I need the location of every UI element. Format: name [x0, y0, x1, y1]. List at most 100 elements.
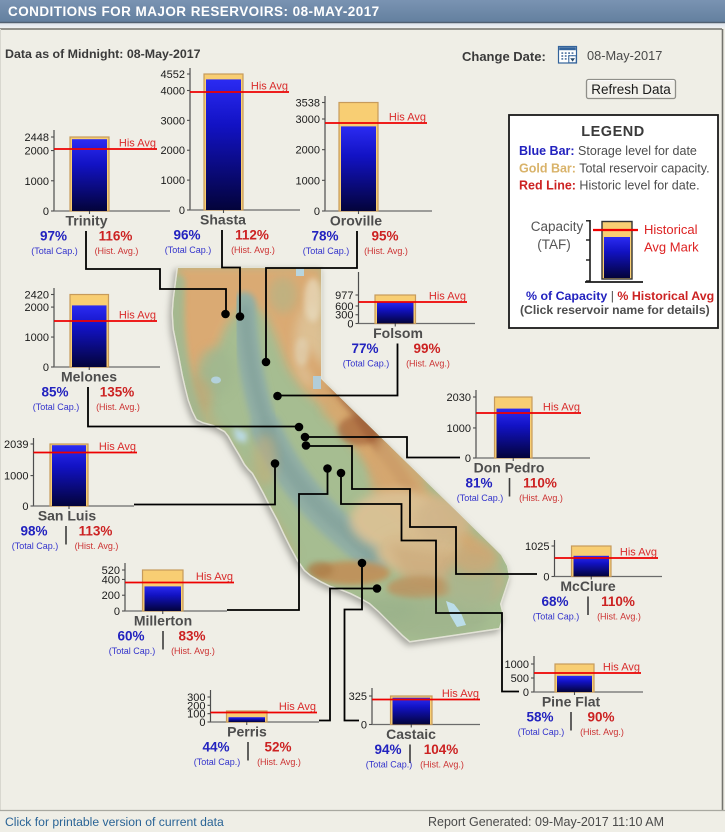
svg-text:(Total Cap.): (Total Cap.)	[194, 757, 241, 767]
svg-text:(Total Cap.): (Total Cap.)	[109, 646, 156, 656]
svg-text:Click for printable version of: Click for printable version of current d…	[5, 815, 224, 829]
svg-text:Trinity: Trinity	[65, 213, 107, 229]
svg-text:85%: 85%	[41, 385, 68, 400]
svg-text:Folsom: Folsom	[373, 325, 423, 341]
svg-text:Refresh Data: Refresh Data	[591, 82, 671, 97]
svg-text:0: 0	[347, 319, 353, 331]
svg-text:113%: 113%	[79, 524, 113, 539]
svg-text:(TAF): (TAF)	[537, 237, 571, 252]
svg-text:2448: 2448	[25, 132, 49, 144]
svg-text:0: 0	[43, 362, 49, 374]
svg-text:0: 0	[199, 717, 205, 729]
svg-text:(Hist. Avg.): (Hist. Avg.)	[96, 402, 140, 412]
svg-text:(Total Cap.): (Total Cap.)	[31, 246, 78, 256]
svg-text:(Total Cap.): (Total Cap.)	[33, 402, 80, 412]
svg-text:Shasta: Shasta	[200, 212, 246, 228]
svg-text:His Avg: His Avg	[196, 571, 233, 583]
svg-text:His Avg: His Avg	[251, 81, 288, 93]
svg-text:300: 300	[187, 692, 205, 704]
svg-text:(Hist. Avg.): (Hist. Avg.)	[257, 757, 301, 767]
svg-text:0: 0	[543, 572, 549, 584]
svg-text:1000: 1000	[25, 332, 49, 344]
svg-text:90%: 90%	[587, 710, 614, 725]
svg-text:97%: 97%	[40, 229, 67, 244]
svg-text:0: 0	[22, 501, 28, 513]
svg-text:3000: 3000	[161, 115, 185, 127]
svg-text:325: 325	[349, 691, 367, 703]
svg-text:Millerton: Millerton	[134, 613, 192, 629]
svg-text:135%: 135%	[100, 385, 135, 400]
svg-text:(Hist. Avg.): (Hist. Avg.)	[171, 646, 215, 656]
svg-text:McClure: McClure	[560, 578, 615, 594]
svg-text:2000: 2000	[25, 302, 49, 314]
svg-text:(Total Cap.): (Total Cap.)	[518, 727, 565, 737]
svg-text:200: 200	[187, 700, 205, 712]
svg-text:60%: 60%	[117, 629, 144, 644]
svg-text:0: 0	[43, 206, 49, 218]
svg-text:Historical: Historical	[644, 222, 698, 237]
svg-text:(Total Cap.): (Total Cap.)	[366, 760, 413, 770]
svg-text:(Hist. Avg.): (Hist. Avg.)	[364, 246, 408, 256]
svg-text:1000: 1000	[161, 175, 185, 187]
svg-text:77%: 77%	[351, 341, 378, 356]
svg-text:0: 0	[523, 687, 529, 699]
svg-text:98%: 98%	[20, 524, 47, 539]
svg-text:Change Date:: Change Date:	[462, 49, 546, 64]
svg-text:44%: 44%	[202, 740, 229, 755]
svg-text:99%: 99%	[413, 341, 440, 356]
svg-text:Gold Bar: Total reservoir capa: Gold Bar: Total reservoir capacity.	[519, 162, 710, 176]
svg-text:200: 200	[102, 590, 120, 602]
svg-text:(Total Cap.): (Total Cap.)	[12, 541, 59, 551]
svg-text:Pine Flat: Pine Flat	[542, 694, 601, 710]
svg-text:08-May-2017: 08-May-2017	[587, 48, 662, 63]
svg-text:(Total Cap.): (Total Cap.)	[533, 612, 580, 622]
svg-text:% of Capacity | % Historical A: % of Capacity | % Historical Avg	[526, 289, 714, 303]
svg-text:(Hist. Avg.): (Hist. Avg.)	[580, 727, 624, 737]
svg-text:0: 0	[179, 205, 185, 217]
svg-text:600: 600	[335, 301, 353, 313]
svg-text:81%: 81%	[465, 476, 492, 491]
svg-text:Perris: Perris	[227, 724, 267, 740]
svg-text:1000: 1000	[4, 471, 28, 483]
svg-text:96%: 96%	[173, 228, 200, 243]
svg-text:3000: 3000	[296, 114, 320, 126]
svg-text:104%: 104%	[424, 742, 459, 757]
svg-text:110%: 110%	[523, 476, 557, 491]
svg-text:0: 0	[361, 720, 367, 732]
svg-text:3538: 3538	[296, 98, 320, 110]
svg-text:Red Line: Historic level for d: Red Line: Historic level for date.	[519, 179, 700, 193]
svg-text:(Hist. Avg.): (Hist. Avg.)	[519, 493, 563, 503]
svg-text:52%: 52%	[264, 740, 291, 755]
svg-text:Capacity: Capacity	[531, 219, 584, 234]
svg-text:94%: 94%	[374, 742, 401, 757]
svg-text:(Hist. Avg.): (Hist. Avg.)	[406, 359, 450, 369]
svg-text:2000: 2000	[161, 145, 185, 157]
svg-text:2039: 2039	[4, 439, 28, 451]
svg-text:4000: 4000	[161, 85, 185, 97]
svg-text:(Hist. Avg.): (Hist. Avg.)	[95, 246, 139, 256]
svg-text:(Total Cap.): (Total Cap.)	[165, 245, 212, 255]
svg-text:68%: 68%	[541, 594, 568, 609]
svg-text:His Avg: His Avg	[620, 547, 657, 559]
svg-text:Report Generated: 09-May-2017: Report Generated: 09-May-2017 11:10 AM	[428, 815, 664, 829]
svg-text:(Total Cap.): (Total Cap.)	[303, 246, 350, 256]
svg-text:CONDITIONS FOR MAJOR RESERVOIR: CONDITIONS FOR MAJOR RESERVOIRS: 08-MAY-…	[8, 4, 380, 19]
svg-text:His Avg: His Avg	[119, 138, 156, 150]
svg-text:2000: 2000	[296, 145, 320, 157]
svg-text:His Avg: His Avg	[389, 112, 426, 124]
svg-text:95%: 95%	[371, 229, 398, 244]
svg-text:LEGEND: LEGEND	[581, 124, 644, 140]
svg-text:Oroville: Oroville	[330, 213, 382, 229]
svg-text:His Avg: His Avg	[119, 310, 156, 322]
svg-text:His Avg: His Avg	[603, 662, 640, 674]
svg-text:(Hist. Avg.): (Hist. Avg.)	[75, 541, 119, 551]
svg-text:His Avg: His Avg	[543, 402, 580, 414]
svg-text:83%: 83%	[178, 629, 205, 644]
svg-text:Castaic: Castaic	[386, 726, 436, 742]
svg-text:Don Pedro: Don Pedro	[474, 460, 545, 476]
svg-text:4552: 4552	[161, 69, 185, 81]
svg-text:His Avg: His Avg	[279, 701, 316, 713]
svg-text:520: 520	[102, 565, 120, 577]
svg-text:His Avg: His Avg	[429, 291, 466, 303]
svg-text:1000: 1000	[296, 175, 320, 187]
